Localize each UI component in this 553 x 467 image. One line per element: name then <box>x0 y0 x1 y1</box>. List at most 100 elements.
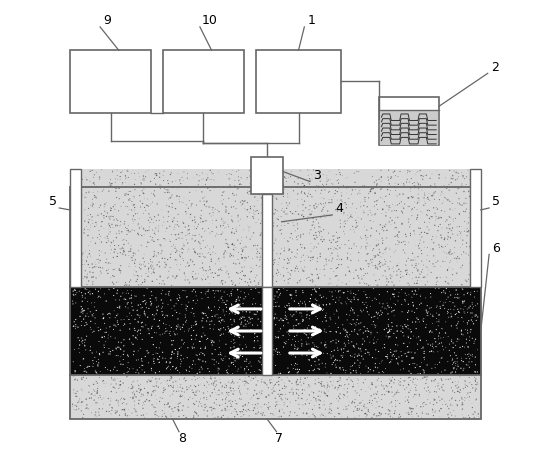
Point <box>231 357 239 365</box>
Point <box>309 286 317 293</box>
Point <box>103 366 112 374</box>
Point <box>120 282 129 289</box>
Point <box>435 359 444 366</box>
Point <box>438 401 447 408</box>
Point <box>94 288 103 295</box>
Point <box>78 191 87 198</box>
Point <box>320 266 328 273</box>
Point <box>435 329 444 337</box>
Point <box>246 269 255 276</box>
Point <box>371 312 379 320</box>
Point <box>124 228 133 236</box>
Point <box>419 274 427 281</box>
Point <box>253 207 262 214</box>
Point <box>160 259 169 266</box>
Point <box>374 369 383 376</box>
Point <box>100 290 109 297</box>
Point <box>453 354 462 362</box>
Point <box>192 321 201 328</box>
Point <box>435 171 444 178</box>
Point <box>400 350 409 358</box>
Point <box>338 352 347 359</box>
Point <box>363 242 372 250</box>
Point <box>80 261 88 268</box>
Point <box>273 221 282 229</box>
Point <box>116 176 124 183</box>
Point <box>468 206 477 213</box>
Point <box>231 339 239 347</box>
Point <box>280 173 289 181</box>
Point <box>273 177 282 184</box>
Point <box>347 376 356 384</box>
Point <box>206 187 215 194</box>
Point <box>286 234 295 241</box>
Point <box>429 348 438 356</box>
Point <box>152 180 160 188</box>
Point <box>235 181 244 188</box>
Point <box>164 399 173 406</box>
Point <box>414 412 422 419</box>
Point <box>170 346 179 353</box>
Point <box>76 312 85 320</box>
Point <box>340 230 349 238</box>
Point <box>380 344 389 351</box>
Point <box>276 325 285 333</box>
Point <box>440 182 448 189</box>
Point <box>133 272 142 279</box>
Point <box>222 297 231 304</box>
Point <box>144 273 153 280</box>
Point <box>150 252 159 260</box>
Point <box>189 414 198 421</box>
Point <box>346 297 355 305</box>
Point <box>94 356 103 363</box>
Point <box>207 255 216 263</box>
Point <box>406 325 415 333</box>
Point <box>419 318 428 325</box>
Point <box>289 351 298 358</box>
Point <box>224 325 233 333</box>
Point <box>332 306 341 314</box>
Point <box>343 316 352 324</box>
Point <box>420 384 429 392</box>
Point <box>168 200 176 207</box>
Point <box>88 167 97 174</box>
Point <box>324 387 332 395</box>
Point <box>105 285 113 293</box>
Point <box>299 267 308 275</box>
Point <box>445 280 453 288</box>
Point <box>157 206 166 213</box>
Point <box>425 304 434 312</box>
Point <box>259 276 268 284</box>
Point <box>184 246 193 253</box>
Point <box>471 386 480 394</box>
Point <box>442 273 451 281</box>
Point <box>455 335 463 343</box>
Point <box>71 390 80 397</box>
Point <box>345 209 354 216</box>
Point <box>198 225 207 233</box>
Point <box>246 223 254 231</box>
Point <box>394 228 403 236</box>
Point <box>199 329 207 337</box>
Point <box>105 345 113 352</box>
Point <box>106 348 114 355</box>
Point <box>392 347 400 355</box>
Point <box>81 193 90 201</box>
Point <box>271 405 280 412</box>
Point <box>176 399 185 406</box>
Point <box>200 201 209 208</box>
Point <box>417 247 426 254</box>
Point <box>458 173 467 181</box>
Point <box>267 252 275 260</box>
Point <box>316 227 325 235</box>
Point <box>294 386 302 393</box>
Point <box>201 332 210 339</box>
Point <box>410 204 419 211</box>
Point <box>338 172 347 179</box>
Point <box>217 316 226 323</box>
Point <box>389 307 398 314</box>
Point <box>430 377 439 385</box>
Point <box>415 318 424 325</box>
Point <box>332 256 341 263</box>
Point <box>280 401 289 409</box>
